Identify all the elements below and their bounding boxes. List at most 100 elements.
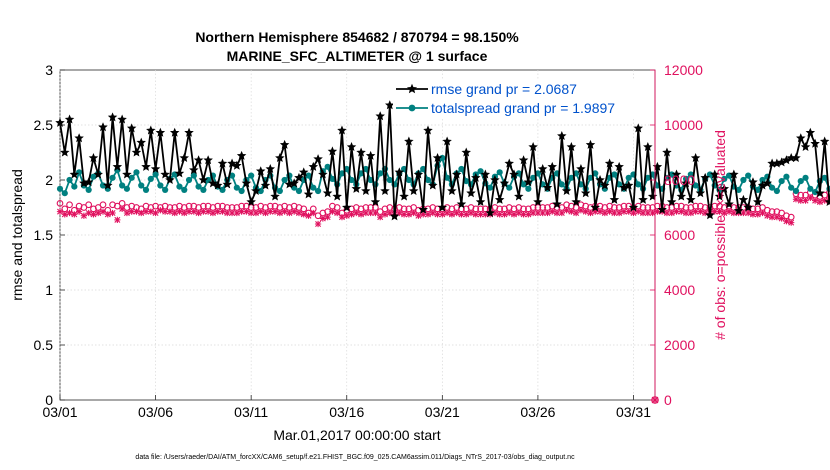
- rmse-point: [585, 139, 596, 149]
- rmse-point: [122, 169, 132, 179]
- obs-evaluated-point: [319, 215, 326, 222]
- obs-evaluated-point: [109, 209, 116, 217]
- rmse-point: [255, 166, 266, 176]
- rmse-point: [633, 123, 644, 133]
- y-left-tick-label: 0: [45, 392, 53, 408]
- rmse-point: [571, 197, 581, 207]
- spread-point: [386, 176, 393, 184]
- obs-evaluated-point: [171, 209, 178, 217]
- obs-evaluated-point: [539, 209, 546, 217]
- rmse-point: [499, 178, 510, 188]
- rmse-point: [93, 169, 103, 179]
- obs-evaluated-point: [510, 211, 518, 218]
- spread-point: [276, 187, 283, 195]
- obs-evaluated-point: [252, 209, 260, 217]
- rmse-point: [298, 167, 309, 177]
- rmse-point: [155, 127, 166, 137]
- rmse-point: [666, 197, 677, 207]
- x-axis-label: Mar.01,2017 00:00:00 start: [273, 427, 440, 443]
- rmse-point: [169, 127, 180, 137]
- rmse-point: [561, 186, 572, 196]
- rmse-point: [805, 127, 816, 137]
- obs-evaluated-point: [271, 208, 279, 215]
- obs-evaluated-point: [673, 208, 680, 215]
- legend-rmse-star: [406, 83, 418, 94]
- spread-point: [219, 186, 226, 193]
- rmse-point: [819, 136, 830, 146]
- y-right-tick-label: 4000: [664, 282, 695, 298]
- spread-point: [692, 182, 699, 189]
- spread-point: [778, 178, 785, 185]
- obs-evaluated-point: [467, 209, 475, 217]
- rmse-point: [413, 169, 424, 179]
- obs-evaluated-point: [611, 209, 618, 217]
- spread-point: [281, 176, 288, 184]
- obs-evaluated-point: [56, 208, 64, 215]
- rmse-point: [796, 133, 806, 143]
- obs-evaluated-point: [185, 208, 193, 215]
- spread-point: [71, 183, 78, 190]
- spread-point: [802, 174, 809, 181]
- spread-point: [515, 170, 522, 177]
- obs-evaluated-point: [104, 211, 111, 218]
- rmse-point: [762, 178, 773, 188]
- rmse-point: [270, 191, 280, 201]
- rmse-point: [504, 158, 514, 168]
- bottom-axis: 03/01 03/06 03/11 03/16 03/21 03/26 03/31: [42, 395, 651, 420]
- obs-evaluated-point: [114, 216, 121, 223]
- obs-evaluated-point: [534, 209, 542, 217]
- rmse-point: [246, 197, 256, 207]
- rmse-point: [361, 186, 371, 196]
- rmse-point: [494, 194, 505, 204]
- y-axis-left-label: rmse and totalspread: [9, 169, 25, 301]
- obs-evaluated-point: [190, 208, 197, 215]
- obs-evaluated-point: [635, 208, 642, 215]
- obs-evaluated-point: [300, 211, 307, 218]
- obs-evaluated-point: [549, 208, 556, 215]
- rmse-point: [370, 197, 381, 207]
- y-right-tick-label: 0: [664, 392, 672, 408]
- obs-evaluated-point: [119, 205, 126, 212]
- obs-evaluated-point: [573, 209, 580, 217]
- rmse-point: [600, 180, 610, 190]
- obs-evaluated-point: [324, 214, 331, 221]
- obs-evaluated-point: [577, 207, 585, 214]
- spread-point: [362, 165, 369, 173]
- obs-evaluated-point: [99, 208, 107, 215]
- obs-evaluated-point: [142, 208, 150, 215]
- obs-evaluated-point: [357, 211, 365, 218]
- rmse-point: [389, 211, 400, 221]
- rmse-point: [690, 153, 701, 163]
- obs-possible-point: [56, 200, 64, 207]
- obs-evaluated-point: [764, 212, 771, 219]
- spread-point: [162, 186, 169, 193]
- rmse-point: [160, 169, 170, 179]
- obs-evaluated-point: [176, 208, 183, 215]
- rmse-point: [566, 142, 577, 152]
- obs-evaluated-point: [448, 211, 456, 218]
- rmse-point: [217, 158, 228, 168]
- y-left-tick-label: 1.5: [34, 227, 54, 243]
- rmse-point: [791, 153, 801, 163]
- obs-evaluated-point: [90, 211, 97, 218]
- legend-spread-marker: [408, 104, 416, 112]
- obs-evaluated-point: [496, 211, 503, 218]
- rmse-point: [136, 137, 146, 147]
- obs-evaluated-point: [620, 208, 628, 215]
- obs-evaluated-point: [367, 209, 374, 217]
- obs-evaluated-point: [463, 211, 470, 218]
- spread-point: [324, 163, 331, 170]
- spread-point: [458, 165, 465, 173]
- rmse-point: [451, 169, 462, 179]
- rmse-point: [547, 161, 557, 171]
- spread-point: [348, 176, 355, 184]
- spread-point: [233, 184, 240, 191]
- series-0: [55, 100, 830, 221]
- obs-evaluated-point: [773, 214, 780, 221]
- legend-rmse-marker: [406, 83, 418, 94]
- obs-possible-point: [80, 204, 88, 211]
- spread-point: [506, 184, 513, 191]
- obs-evaluated-point: [228, 209, 236, 217]
- spread-point: [792, 187, 800, 195]
- spread-point: [329, 175, 336, 182]
